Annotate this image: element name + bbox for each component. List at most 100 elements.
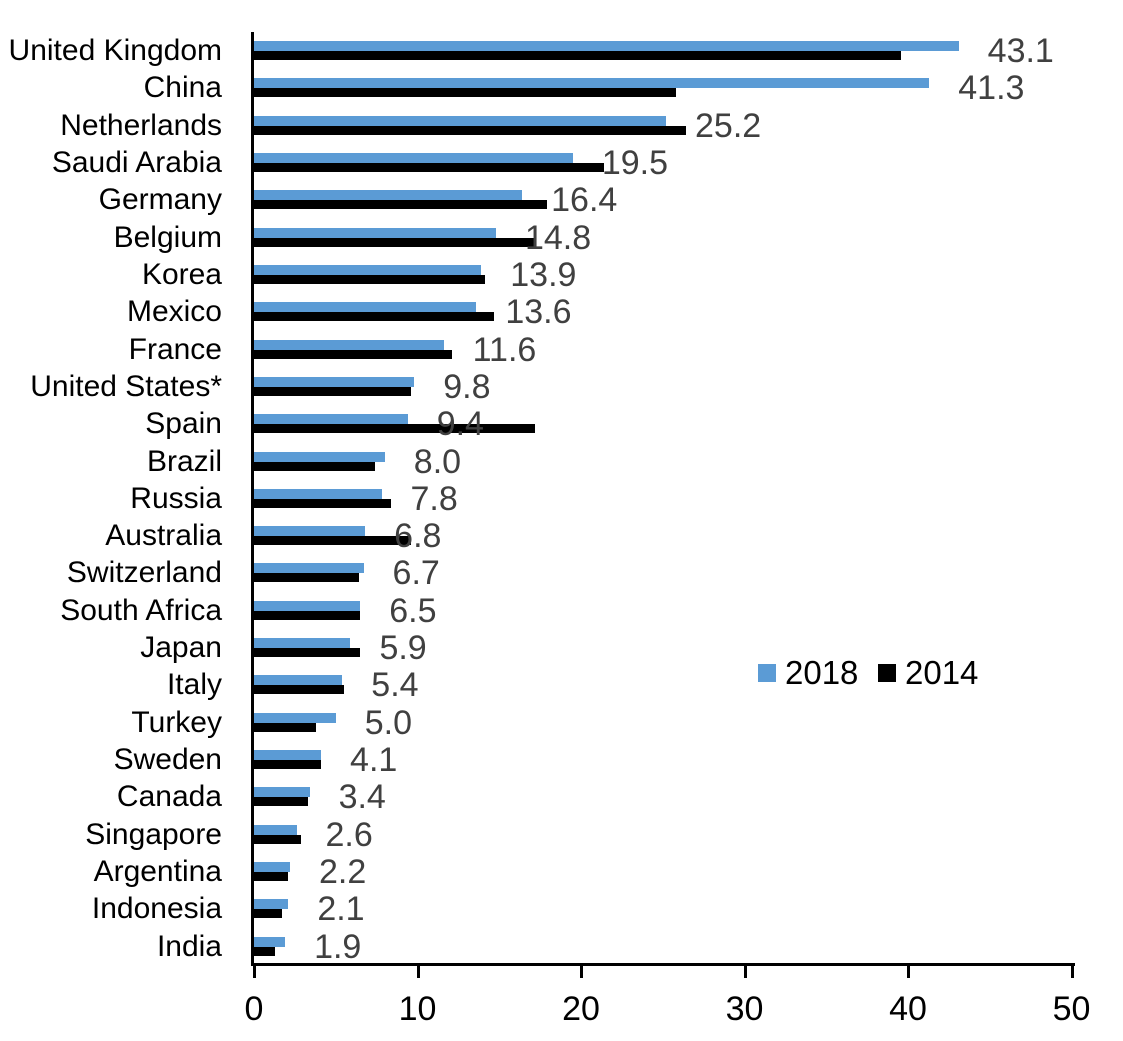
x-tick-label-50: 50 [1052,990,1091,1028]
data-label-united-kingdom: 43.1 [987,32,1054,70]
data-label-switzerland: 6.7 [392,554,440,593]
data-label-korea: 13.9 [510,255,577,294]
category-label-argentina: Argentina [93,855,222,889]
bar-2018-china [254,78,930,89]
bar-2018-turkey [254,712,336,723]
data-label-china: 41.3 [958,69,1025,108]
bar-2018-russia [254,488,382,499]
legend-label-2018: 2018 [785,654,859,691]
bar-2014-netherlands [254,125,686,135]
bar-2014-australia [254,536,411,546]
bar-2018-belgium [254,227,496,238]
data-label-indonesia: 2.1 [317,890,365,929]
bar-2018-france [254,339,444,350]
category-label-australia: Australia [105,519,222,553]
data-label-italy: 5.4 [371,666,419,705]
bar-2014-turkey [254,722,317,732]
category-label-netherlands: Netherlands [60,108,222,142]
data-label-russia: 7.8 [410,479,458,518]
x-tick-mark-20 [580,966,583,978]
bar-2014-south-africa [254,610,361,620]
category-label-brazil: Brazil [146,444,222,478]
x-axis-line [251,963,1075,966]
bar-2018-japan [254,638,351,649]
category-label-belgium: Belgium [113,220,222,254]
x-tick-mark-50 [1070,966,1074,978]
category-label-turkey: Turkey [131,705,222,739]
bar-2018-mexico [254,302,477,313]
bar-2014-argentina [254,872,289,882]
x-tick-mark-40 [907,966,910,978]
data-label-spain: 9.4 [436,405,484,444]
category-label-saudi-arabia: Saudi Arabia [51,145,222,179]
data-label-australia: 6.8 [394,517,442,556]
x-tick-label-0: 0 [244,990,264,1028]
bar-2018-germany [254,190,523,201]
category-label-singapore: Singapore [85,817,222,851]
bar-2018-united-kingdom [254,41,959,51]
bar-2018-switzerland [254,563,364,574]
x-tick-mark-10 [416,966,420,978]
bar-2014-sweden [254,760,322,770]
legend-item-2018: 2018 [758,656,858,689]
category-label-switzerland: Switzerland [66,556,222,590]
category-label-korea: Korea [141,257,222,291]
bar-2014-mexico [254,312,495,322]
data-label-united-states: 9.8 [443,367,491,406]
bar-2014-united-kingdom [254,51,902,60]
x-tick-mark-0 [253,966,256,978]
bar-2014-korea [254,274,485,284]
bar-2018-spain [254,414,408,425]
x-tick-label-40: 40 [889,990,927,1028]
data-label-saudi-arabia: 19.5 [601,143,668,182]
bar-2014-germany [254,200,547,210]
category-label-united-kingdom: United Kingdom [8,34,222,67]
bar-2018-australia [254,526,366,537]
data-label-singapore: 2.6 [325,815,373,854]
data-label-turkey: 5.0 [364,703,413,742]
bar-2014-united-states [254,386,411,396]
bar-2018-singapore [254,824,297,835]
bar-2014-japan [254,648,361,658]
category-label-france: France [128,332,222,366]
category-label-germany: Germany [98,183,222,217]
bar-2018-argentina [254,862,290,873]
legend-item-2014: 2014 [878,656,978,689]
bar-2014-indonesia [254,909,282,919]
bar-2014-singapore [254,834,302,844]
bar-2014-france [254,349,452,359]
bar-2018-indonesia [254,899,289,910]
category-label-united-states: United States* [30,369,222,403]
data-label-mexico: 13.6 [505,293,572,332]
bar-2014-brazil [254,461,375,471]
bar-2018-canada [254,787,310,798]
x-tick-label-10: 10 [398,990,437,1028]
bar-2018-sweden [254,750,322,761]
data-label-belgium: 14.8 [524,218,592,257]
category-label-japan: Japan [140,631,222,665]
bar-2018-brazil [254,451,385,462]
bar-2018-netherlands [254,115,667,126]
data-label-canada: 3.4 [338,778,386,817]
legend-swatch-2018 [758,663,776,682]
legend-label-2014: 2014 [905,654,979,691]
data-label-india: 1.9 [314,927,362,966]
bar-2018-korea [254,264,482,275]
bar-2014-italy [254,685,344,695]
data-label-japan: 5.9 [379,629,427,668]
bar-2018-italy [254,675,343,686]
bar-2014-spain [254,424,536,434]
bar-2018-india [254,936,286,947]
category-label-india: India [156,929,222,963]
category-label-spain: Spain [145,407,222,441]
bar-2014-russia [254,498,392,508]
x-tick-mark-30 [743,966,747,978]
data-label-france: 11.6 [472,330,537,369]
data-label-netherlands: 25.2 [695,106,762,145]
bar-2018-south-africa [254,600,361,611]
category-label-mexico: Mexico [126,295,222,329]
bar-2014-canada [254,797,308,807]
bar-2014-india [254,946,276,956]
data-label-brazil: 8.0 [413,442,462,481]
